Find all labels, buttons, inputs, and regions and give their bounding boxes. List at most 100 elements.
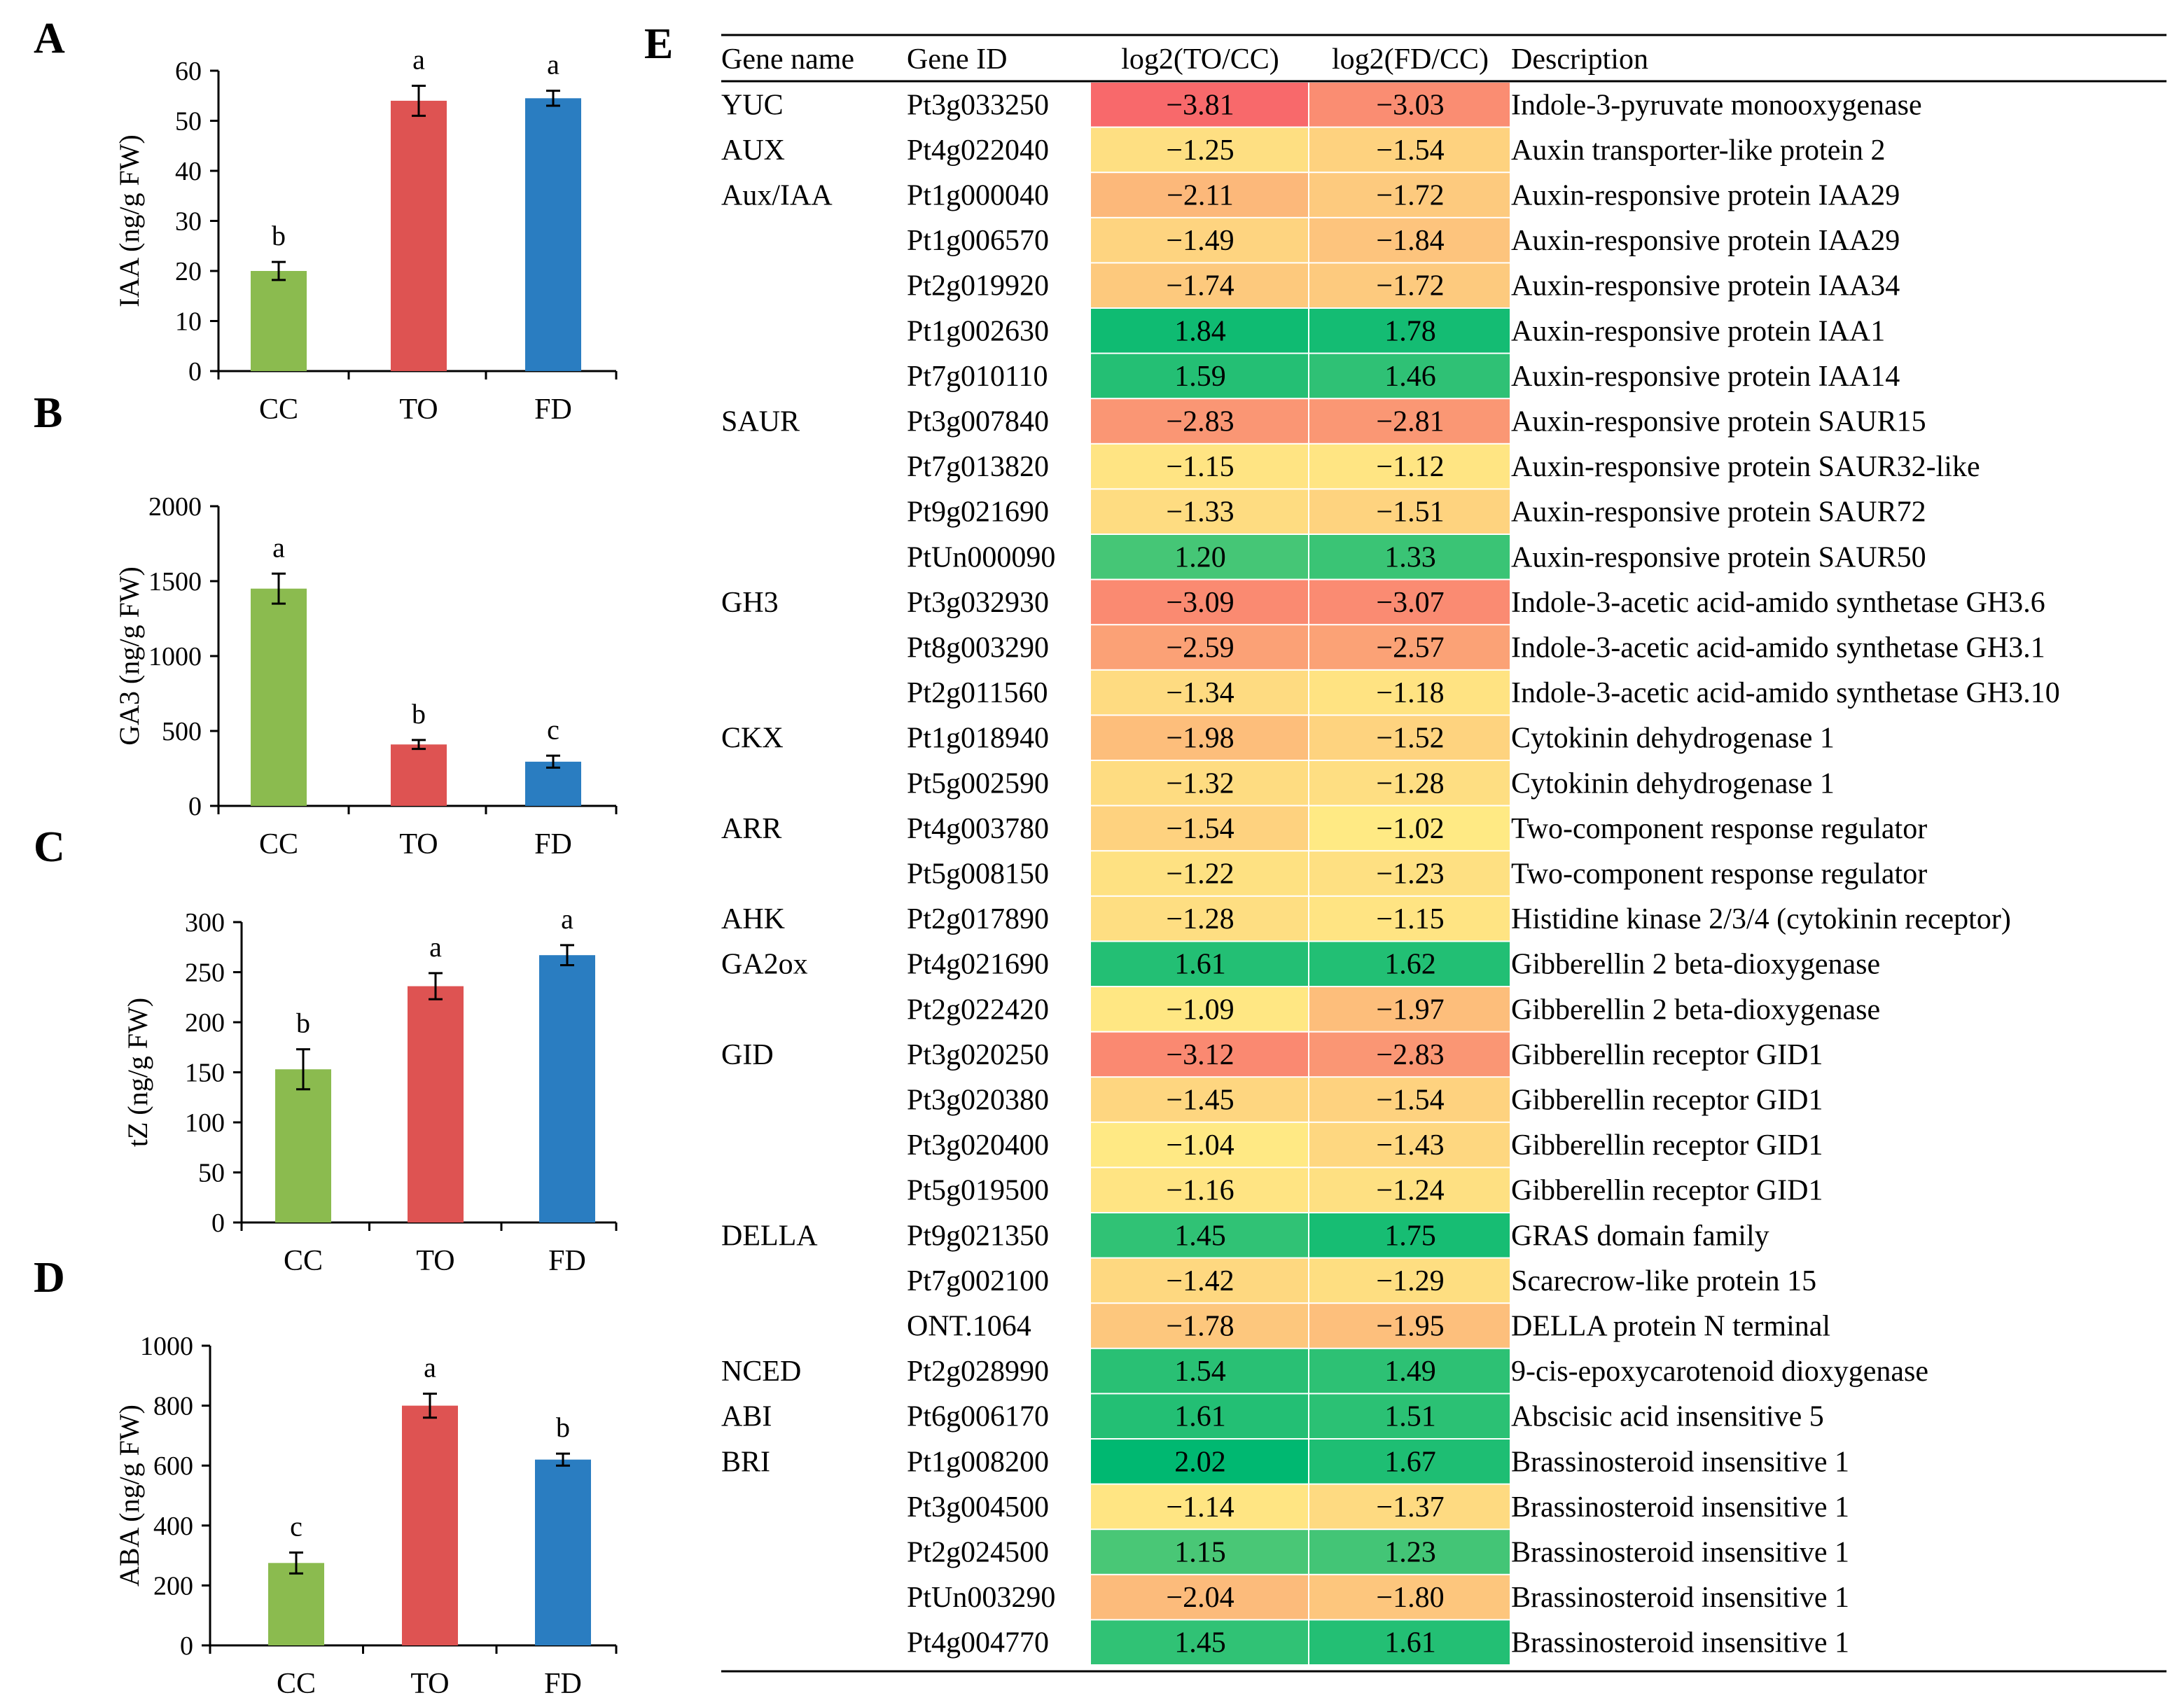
gene-id-cell: Pt4g003780: [907, 813, 1049, 845]
log2-to-cc-cell: −2.59: [1166, 632, 1234, 664]
log2-to-cc-cell: 1.59: [1174, 361, 1226, 393]
log2-to-cc-cell: −3.09: [1166, 587, 1234, 619]
heat-cell: [1091, 580, 1308, 625]
log2-fd-cc-cell: −3.03: [1376, 89, 1444, 121]
log2-fd-cc-cell: −1.95: [1376, 1311, 1444, 1343]
log2-fd-cc-cell: −1.72: [1376, 180, 1444, 212]
gene-id-cell: ONT.1064: [907, 1311, 1031, 1343]
description-cell: Auxin-responsive protein IAA34: [1511, 270, 1900, 302]
log2-to-cc-cell: −1.16: [1166, 1175, 1234, 1207]
gene-id-cell: Pt1g000040: [907, 180, 1049, 212]
log2-fd-cc-cell: 1.49: [1384, 1356, 1436, 1388]
log2-to-cc-cell: 1.61: [1174, 949, 1226, 981]
y-tick-label: 30: [175, 207, 202, 237]
heat-cell: [1309, 218, 1510, 263]
description-cell: Brassinosteroid insensitive 1: [1511, 1627, 1849, 1659]
heat-cell: [1091, 309, 1308, 353]
table-row: Pt2g011560 −1.34 −1.18 Indole-3-acetic acid…: [907, 670, 2060, 715]
heat-cell: [1309, 851, 1510, 896]
gene-id-cell: Pt3g004500: [907, 1491, 1049, 1524]
table-row: Pt8g003290 −2.59 −2.57 Indole-3-acetic acid…: [907, 625, 2045, 669]
log2-fd-cc-cell: 1.78: [1384, 315, 1436, 347]
gene-id-cell: Pt3g033250: [907, 89, 1049, 121]
gene-id-cell: Pt2g024500: [907, 1537, 1049, 1569]
y-tick-label: 250: [185, 959, 225, 988]
bar-to: [408, 986, 464, 1222]
table-row: Pt2g022420 −1.09 −1.97 Gibberellin 2 beta-d…: [907, 987, 1880, 1031]
gene-id-cell: Pt3g007840: [907, 406, 1049, 438]
table-row: SAUR Pt3g007840 −2.83 −2.81 Auxin-responsive…: [721, 399, 1926, 443]
table-row: Pt7g013820 −1.15 −1.12 Auxin-responsive pro…: [907, 444, 1980, 489]
table-row: Pt5g002590 −1.32 −1.28 Cytokinin dehydrogen…: [907, 761, 1835, 805]
gene-name-cell: ARR: [721, 813, 781, 845]
heat-cell: [1309, 1213, 1510, 1257]
table-row: Pt5g019500 −1.16 −1.24 Gibberellin receptor…: [907, 1168, 1823, 1212]
log2-fd-cc-cell: −1.23: [1376, 858, 1444, 891]
table-row: CKX Pt1g018940 −1.98 −1.52 Cytokinin dehydro…: [721, 716, 1835, 760]
gene-id-cell: Pt2g011560: [907, 677, 1048, 709]
description-cell: Gibberellin receptor GID1: [1511, 1129, 1823, 1162]
significance-label: a: [547, 49, 559, 81]
table-row: PtUn000090 1.20 1.33 Auxin-responsive prote…: [907, 535, 1926, 579]
heat-cell: [1309, 761, 1510, 805]
log2-fd-cc-cell: −2.83: [1376, 1039, 1444, 1071]
log2-to-cc-cell: −1.42: [1166, 1265, 1234, 1297]
log2-fd-cc-cell: −1.18: [1376, 677, 1444, 709]
gene-id-cell: Pt5g002590: [907, 767, 1049, 800]
x-category-label: TO: [399, 828, 438, 861]
gene-id-cell: Pt2g028990: [907, 1356, 1049, 1388]
table-row: Pt1g002630 1.84 1.78 Auxin-responsive prote…: [907, 309, 1885, 353]
log2-fd-cc-cell: 1.67: [1384, 1446, 1436, 1478]
x-category-label: CC: [259, 393, 298, 426]
table-row: PtUn003290 −2.04 −1.80 Brassinosteroid inse…: [907, 1575, 1849, 1619]
description-cell: Brassinosteroid insensitive 1: [1511, 1582, 1849, 1614]
table-header-cell: Gene ID: [907, 43, 1007, 76]
description-cell: Indole-3-acetic acid-amido synthetase GH…: [1511, 587, 2045, 619]
y-tick-label: 200: [153, 1571, 193, 1601]
bar-cc: [251, 271, 307, 371]
description-cell: Gibberellin receptor GID1: [1511, 1039, 1823, 1071]
log2-fd-cc-cell: −1.12: [1376, 451, 1444, 483]
log2-to-cc-cell: 1.45: [1174, 1220, 1226, 1252]
significance-label: a: [424, 1351, 436, 1383]
heat-cell: [1309, 1620, 1510, 1664]
description-cell: Auxin-responsive protein SAUR15: [1511, 406, 1926, 438]
description-cell: Auxin transporter-like protein 2: [1511, 134, 1886, 167]
gene-name-cell: GH3: [721, 587, 779, 619]
log2-to-cc-cell: −1.49: [1166, 225, 1234, 257]
significance-label: b: [272, 220, 286, 251]
description-cell: Auxin-responsive protein IAA29: [1511, 225, 1900, 257]
y-axis-label: ABA (ng/g FW): [113, 1405, 145, 1587]
log2-fd-cc-cell: 1.51: [1384, 1401, 1436, 1433]
gene-id-cell: Pt7g013820: [907, 451, 1049, 483]
table-row: GH3 Pt3g032930 −3.09 −3.07 Indole-3-acetic a…: [721, 580, 2045, 625]
y-tick-label: 1500: [148, 567, 202, 597]
heat-cell: [1309, 625, 1510, 669]
description-cell: DELLA protein N terminal: [1511, 1311, 1830, 1343]
table-row: Pt3g020380 −1.45 −1.54 Gibberellin receptor…: [907, 1078, 1823, 1122]
log2-to-cc-cell: 1.54: [1174, 1356, 1226, 1388]
table-row: ARR Pt4g003780 −1.54 −1.02 Two-component res…: [721, 806, 1927, 851]
y-tick-label: 0: [180, 1631, 193, 1661]
heat-cell: [1309, 987, 1510, 1031]
heat-cell: [1091, 1304, 1308, 1348]
gene-name-cell: DELLA: [721, 1220, 818, 1252]
heat-cell: [1309, 1575, 1510, 1619]
significance-label: b: [556, 1412, 570, 1443]
heat-cell: [1091, 444, 1308, 489]
log2-fd-cc-cell: −1.54: [1376, 134, 1444, 167]
y-tick-label: 50: [198, 1159, 225, 1188]
table-header-cell: log2(FD/CC): [1332, 43, 1489, 76]
description-cell: Two-component response regulator: [1511, 858, 1927, 891]
heat-cell: [1091, 806, 1308, 851]
y-tick-label: 800: [153, 1392, 193, 1421]
gene-id-cell: Pt7g002100: [907, 1265, 1049, 1297]
heat-cell: [1091, 716, 1308, 760]
y-tick-label: 500: [162, 717, 202, 746]
heat-cell: [1091, 1078, 1308, 1122]
heat-cell: [1309, 1304, 1510, 1348]
y-tick-label: 0: [188, 357, 202, 386]
heat-cell: [1091, 987, 1308, 1031]
heat-cell: [1309, 83, 1510, 127]
heat-cell: [1091, 173, 1308, 217]
